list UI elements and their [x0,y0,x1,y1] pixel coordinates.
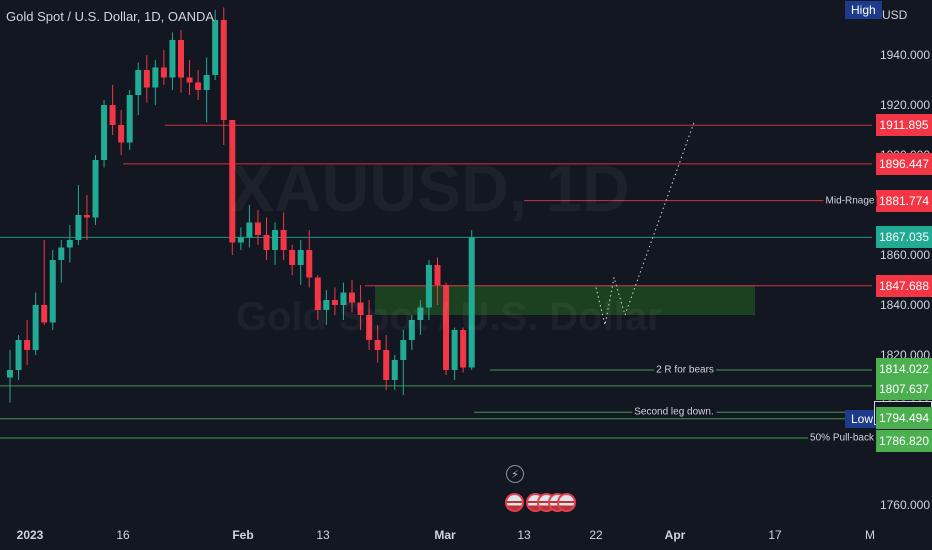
time-axis-tick: 16 [116,528,130,542]
lightning-icon[interactable]: ⚡ [506,465,524,483]
price-level-tag: 1881.774 [876,189,932,212]
projection-path [595,122,695,326]
candle-body [434,265,441,285]
candle-body [49,260,56,323]
price-level-tag: 1807.637 [876,377,932,400]
candle-body [263,235,270,250]
candle-body [220,20,227,120]
price-axis-tick: 1860.000 [879,248,930,262]
candle-body [383,350,390,380]
candle-body [425,265,432,308]
candle-body [83,215,90,218]
level-annotation[interactable]: 50% Pull-back [808,432,876,444]
candle-body [178,40,184,78]
candle-body [169,40,176,78]
candle-body [246,222,253,238]
candle-body [92,160,99,218]
candle-body [451,330,458,370]
time-axis-tick: 2023 [16,528,44,542]
price-level-tag: 1867.035 [876,226,932,249]
price-level-tag: 1847.688 [876,274,932,297]
time-axis-tick: 22 [589,528,603,542]
candle-body [272,230,279,250]
candle-body [408,320,415,340]
demand-zone [375,285,755,315]
level-annotation[interactable]: Second leg down. [632,406,716,418]
currency-label[interactable]: USD [882,8,908,22]
low-badge: Low [845,410,880,428]
price-level-tag: 1896.447 [876,152,932,175]
flag-icon[interactable] [505,493,524,512]
time-axis-tick: Feb [232,528,254,542]
candle-body [417,307,424,320]
candle-body [460,330,467,368]
time-axis-tick: Apr [664,528,686,542]
candle-body [254,222,261,235]
price-axis-tick: 1940.000 [879,48,930,62]
candle-body [280,230,287,250]
price-level-tag: 1814.022 [876,357,932,380]
time-axis-tick: Mar [434,528,456,542]
candle-body [41,305,48,323]
candle-body [75,215,82,240]
candle-body [374,340,381,350]
candle-body [468,237,475,368]
candle-body [340,292,347,305]
price-level-tag: 1911.895 [876,114,932,137]
price-level-tag: 1786.820 [876,429,932,452]
candle-body [400,340,407,360]
candle-body [118,125,125,143]
price-axis-tick: 1920.000 [879,98,930,112]
candle-body [58,247,65,260]
high-badge: High [845,1,882,19]
price-level-tag: 1794.494 [876,406,932,429]
candle-body [135,70,142,95]
price-axis-tick: 1760.000 [879,498,930,512]
candle-body [289,250,296,265]
candle-body [229,120,236,243]
candle-body [366,315,373,340]
candle-body [15,340,22,370]
candle-body [109,105,116,125]
candle-body [152,67,159,88]
candle-body [314,277,321,310]
candle-body [306,250,313,278]
candle-body [203,75,210,90]
candle-body [391,360,398,380]
candle-body [331,300,338,305]
candle-body [143,70,150,88]
time-axis-tick: 17 [768,528,782,542]
symbol-title[interactable]: Gold Spot / U.S. Dollar, 1D, OANDA [6,9,215,24]
candle-body [66,240,73,248]
price-axis-tick: 1840.000 [879,298,930,312]
candle-body [349,292,355,303]
candle-body [195,82,202,90]
time-axis-tick: M [865,528,875,542]
time-axis-tick: 13 [517,528,531,542]
flag-icon[interactable] [557,493,576,512]
candle-body [357,302,364,315]
level-annotation[interactable]: Mid-Rnage [823,195,877,207]
candle-body [212,20,219,75]
level-annotation[interactable]: 2 R for bears [654,364,716,376]
candle-body [297,250,304,265]
candle-body [7,370,13,378]
candle-body [126,95,133,143]
candle-body [101,105,108,160]
candle-body [186,77,193,83]
candle-body [237,237,244,243]
time-axis-tick: 13 [316,528,330,542]
candle-body [443,285,450,370]
candle-body [32,305,39,350]
candle-body [160,67,167,78]
candle-body [24,340,31,350]
candle-body [323,300,330,310]
